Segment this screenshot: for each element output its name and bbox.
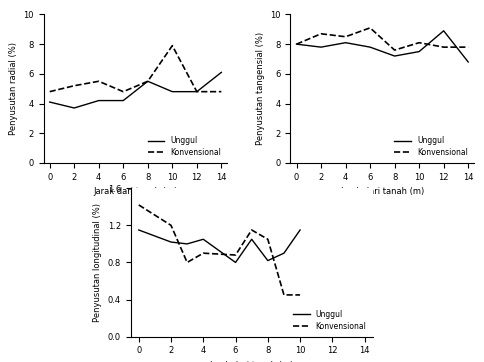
Konvensional: [121, 89, 126, 94]
Unggul: [233, 260, 239, 265]
Konvensional: [218, 89, 224, 94]
Konvensional: [194, 89, 200, 94]
Konvensional: [184, 260, 190, 265]
Legend: Unggul, Konvensional: Unggul, Konvensional: [145, 134, 224, 159]
Konvensional: [233, 253, 239, 257]
Unggul: [136, 228, 142, 232]
Legend: Unggul, Konvensional: Unggul, Konvensional: [392, 134, 470, 159]
Unggul: [145, 79, 151, 84]
Unggul: [218, 70, 224, 75]
Konvensional: [96, 79, 102, 84]
Line: Konvensional: Konvensional: [297, 28, 468, 50]
Line: Unggul: Unggul: [297, 31, 468, 62]
Line: Unggul: Unggul: [139, 230, 300, 262]
Konvensional: [343, 35, 348, 39]
Unggul: [416, 49, 422, 54]
Unggul: [281, 251, 287, 255]
Line: Unggul: Unggul: [50, 72, 221, 108]
Konvensional: [281, 293, 287, 297]
Unggul: [343, 41, 348, 45]
Unggul: [297, 228, 303, 232]
Y-axis label: Penyusutan radial (%): Penyusutan radial (%): [9, 42, 18, 135]
Konvensional: [168, 223, 174, 228]
Y-axis label: Penyusutan longitudinal (%): Penyusutan longitudinal (%): [93, 203, 102, 322]
X-axis label: Jarak dari tanah (m): Jarak dari tanah (m): [210, 361, 294, 362]
Konvensional: [71, 84, 77, 88]
Unggul: [168, 240, 174, 244]
Unggul: [294, 42, 300, 46]
Konvensional: [318, 31, 324, 36]
Unggul: [194, 89, 200, 94]
Y-axis label: Penyusutan tangensial (%): Penyusutan tangensial (%): [256, 32, 265, 145]
Line: Konvensional: Konvensional: [50, 46, 221, 92]
Unggul: [184, 242, 190, 246]
Unggul: [265, 258, 271, 263]
Konvensional: [416, 41, 422, 45]
Konvensional: [249, 228, 255, 232]
Unggul: [96, 98, 102, 103]
Konvensional: [294, 42, 300, 46]
Unggul: [71, 106, 77, 110]
Konvensional: [392, 48, 397, 52]
Konvensional: [465, 45, 471, 49]
Unggul: [367, 45, 373, 49]
Legend: Unggul, Konvensional: Unggul, Konvensional: [290, 308, 369, 333]
Unggul: [47, 100, 53, 104]
Unggul: [318, 45, 324, 49]
Unggul: [249, 237, 255, 241]
Line: Konvensional: Konvensional: [139, 205, 300, 295]
Unggul: [441, 29, 447, 33]
Unggul: [465, 60, 471, 64]
Konvensional: [200, 251, 206, 255]
X-axis label: Jarak dari tanah (m): Jarak dari tanah (m): [340, 187, 424, 196]
Konvensional: [265, 237, 271, 241]
Konvensional: [297, 293, 303, 297]
Konvensional: [441, 45, 447, 49]
Konvensional: [136, 203, 142, 207]
X-axis label: Jarak dari tanah (m): Jarak dari tanah (m): [93, 187, 178, 196]
Unggul: [200, 237, 206, 241]
Konvensional: [145, 79, 151, 84]
Konvensional: [367, 26, 373, 30]
Unggul: [169, 89, 175, 94]
Unggul: [121, 98, 126, 103]
Konvensional: [47, 89, 53, 94]
Unggul: [392, 54, 397, 58]
Konvensional: [169, 43, 175, 48]
